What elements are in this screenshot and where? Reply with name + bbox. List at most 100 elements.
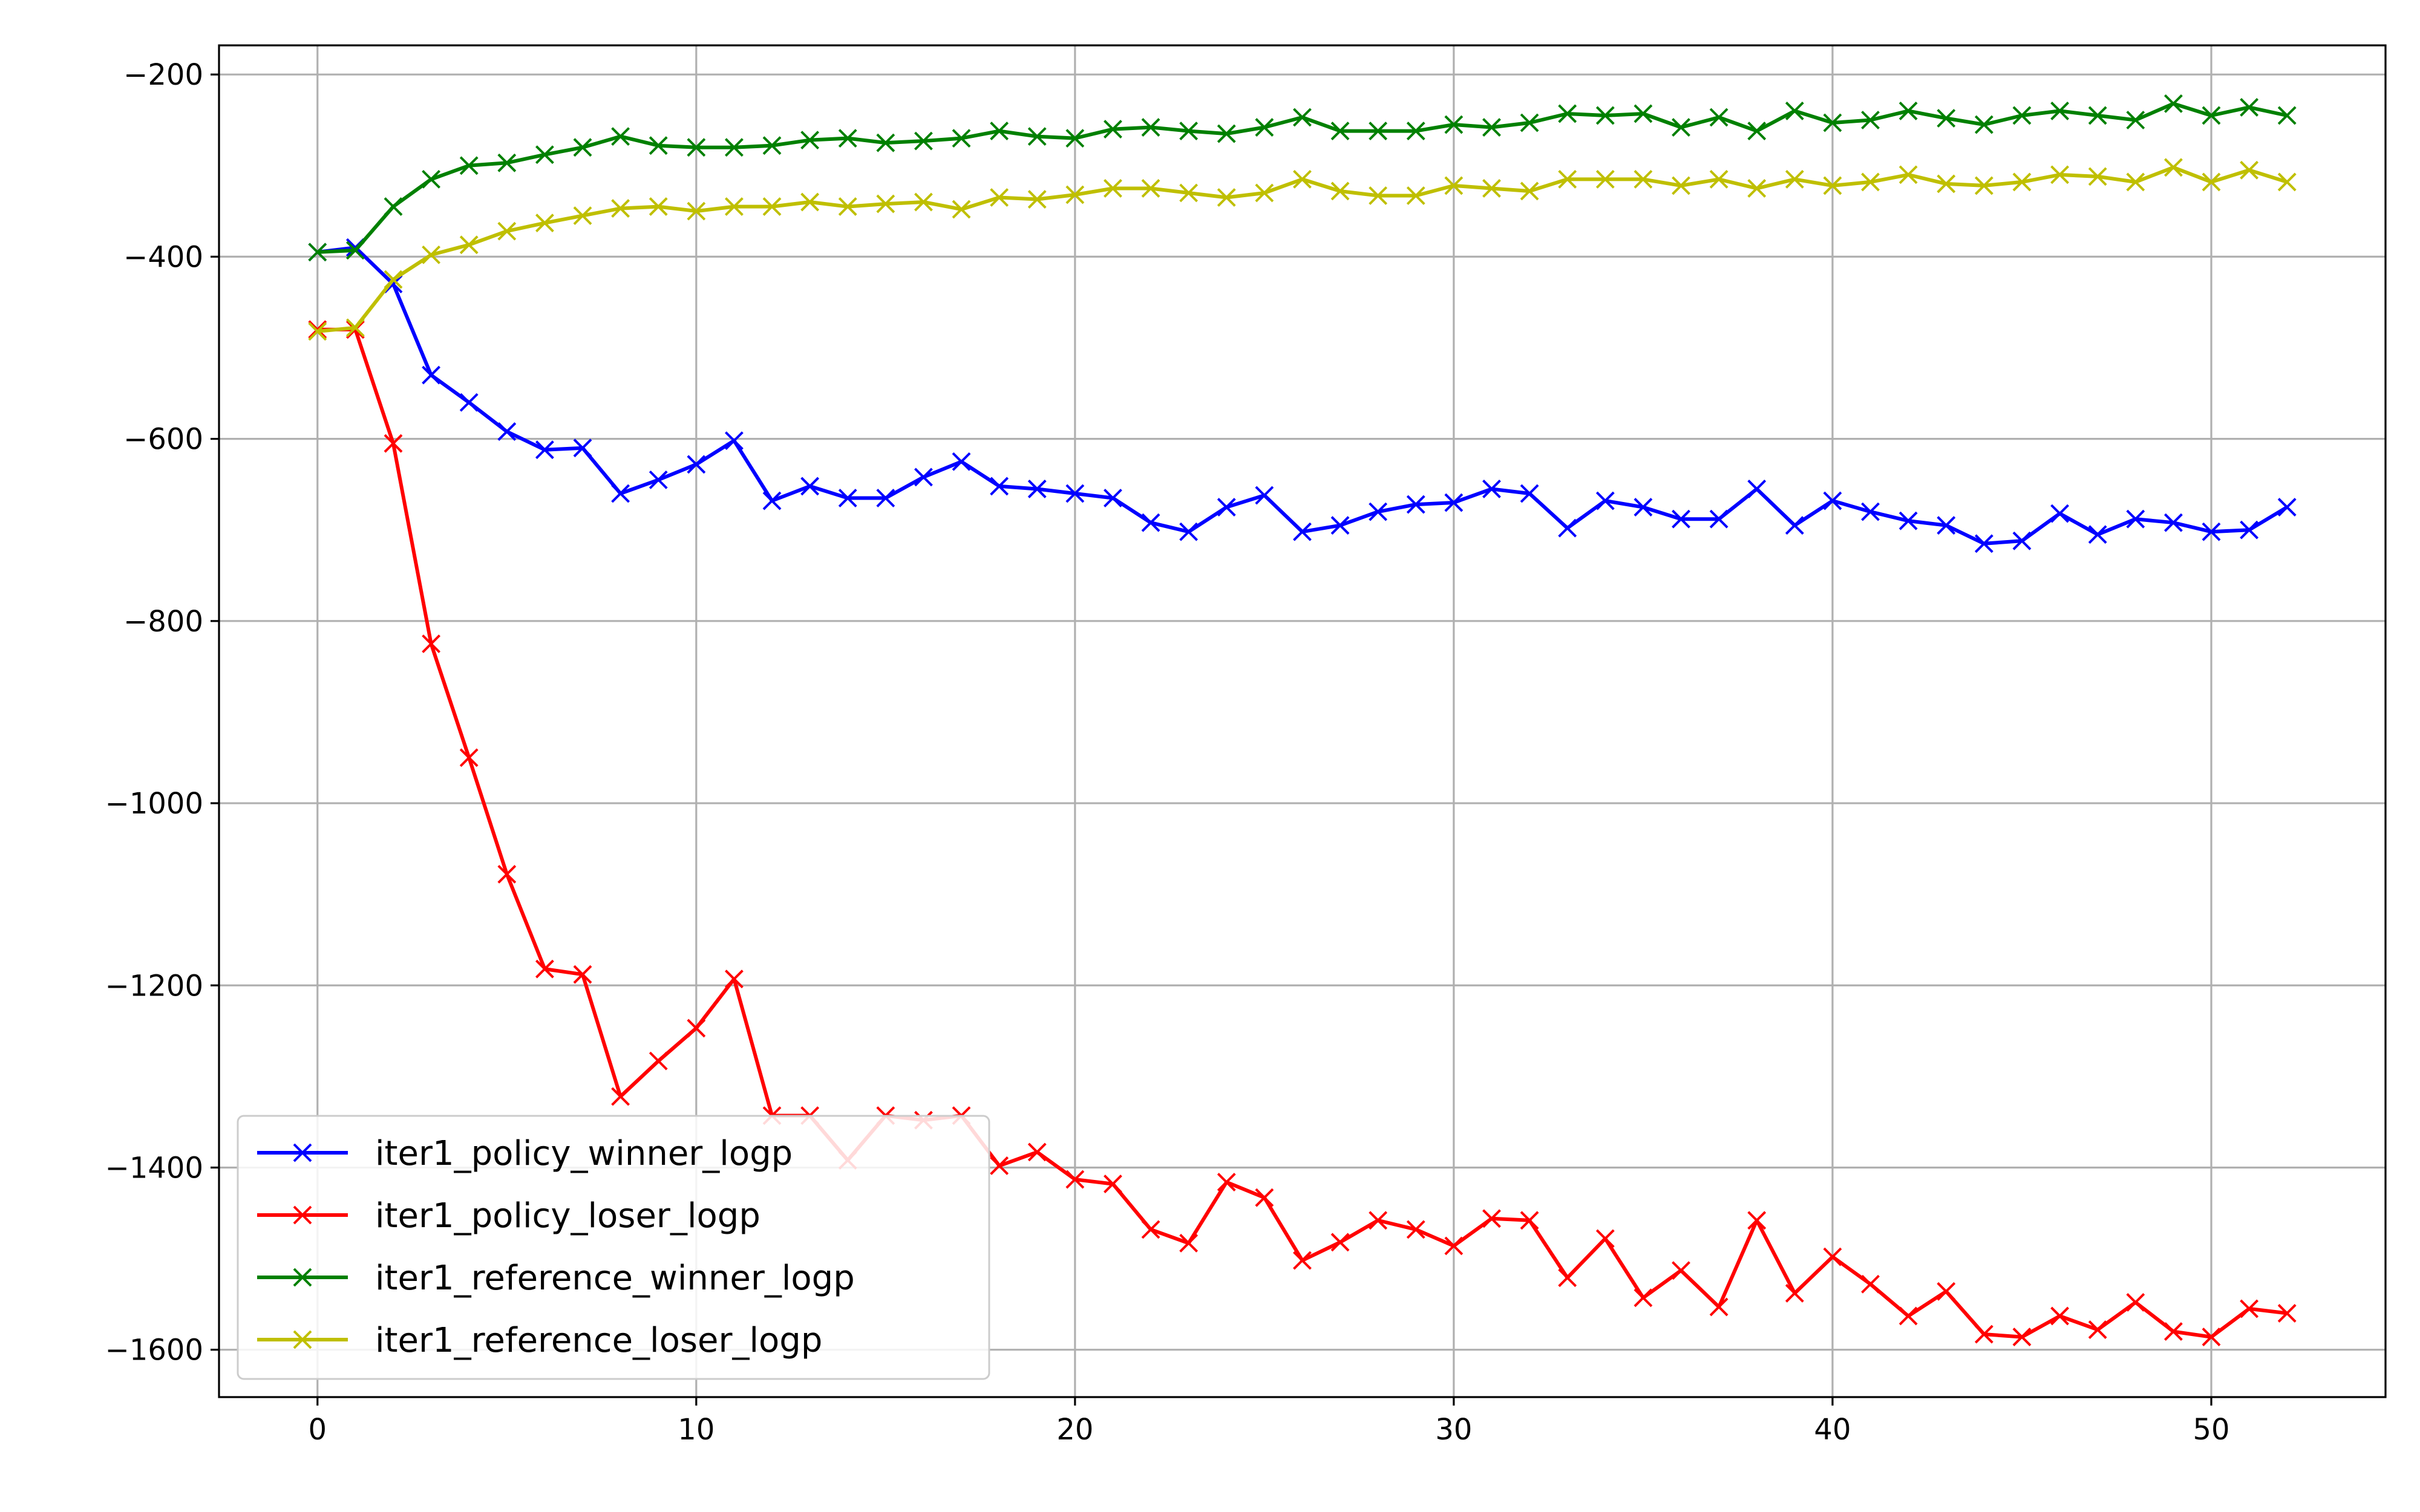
data-point-marker (1785, 169, 1804, 189)
data-point-marker (687, 455, 706, 474)
data-point-marker (649, 470, 668, 489)
data-point-marker (1444, 115, 1463, 134)
data-point-marker (1974, 534, 1993, 553)
data-point-marker (1179, 1234, 1199, 1253)
data-point-marker (2277, 172, 2297, 192)
data-point-marker (611, 1087, 630, 1106)
data-point-marker (762, 136, 782, 155)
data-point-marker (1785, 516, 1804, 535)
data-point-marker (2202, 1328, 2221, 1347)
data-point-marker (422, 365, 441, 385)
data-point-marker (725, 197, 744, 216)
x-tick-label: 0 (308, 1413, 327, 1447)
series-lines (308, 94, 2297, 1347)
data-point-marker (1709, 108, 1728, 127)
data-point-marker (1937, 109, 1956, 128)
data-point-marker (1141, 513, 1160, 532)
legend-marker-swatch (293, 1205, 312, 1225)
data-point-marker (1444, 176, 1463, 195)
axis-ticks: 0 10 20 30 40 50 −200 −400 −600 −800 −1000 −1200 −14… (105, 58, 2230, 1447)
data-point-marker (1482, 1209, 1501, 1228)
legend-marker-swatch (293, 1143, 312, 1162)
legend-marker-swatch (293, 1268, 312, 1287)
data-point-marker (1861, 111, 1880, 129)
y-tick-label: −1200 (105, 969, 203, 1003)
data-point-marker (422, 245, 441, 264)
data-point-marker (762, 491, 782, 510)
data-point-marker (687, 138, 706, 157)
data-point-marker (2163, 94, 2183, 113)
data-point-marker (2202, 172, 2221, 192)
data-point-marker (1898, 102, 1918, 120)
legend-box (237, 1115, 990, 1380)
data-point-marker (1179, 122, 1199, 140)
data-point-marker (2202, 522, 2221, 541)
data-point-marker (2240, 97, 2259, 117)
data-point-marker (1558, 169, 1577, 189)
data-point-marker (876, 194, 895, 213)
data-point-marker (2088, 1320, 2107, 1339)
data-point-marker (384, 197, 403, 216)
data-point-marker (1141, 1220, 1160, 1239)
data-point-marker (649, 136, 668, 155)
data-point-marker (1861, 172, 1880, 192)
data-point-marker (459, 235, 479, 255)
data-point-marker (800, 131, 820, 150)
legend-label: iter1_policy_loser_logp (375, 1196, 760, 1236)
data-point-marker (1065, 484, 1085, 503)
legend-entry: iter1_policy_loser_logp (257, 1196, 760, 1236)
data-point-marker (2012, 172, 2032, 192)
data-point-marker (345, 318, 365, 337)
data-point-marker (725, 969, 744, 989)
data-point-marker (1104, 120, 1122, 138)
data-point-marker (1141, 118, 1160, 137)
data-point-marker (914, 131, 933, 151)
data-point-marker (1672, 1261, 1690, 1280)
data-point-marker (1217, 1173, 1236, 1191)
data-point-marker (2012, 1328, 2032, 1347)
legend-marker-swatch (293, 1330, 312, 1349)
data-point-marker (1595, 1229, 1615, 1248)
y-tick-label: −800 (123, 605, 203, 639)
data-point-marker (2088, 106, 2107, 125)
data-point-marker (1255, 486, 1274, 505)
data-point-marker (1520, 484, 1539, 503)
x-tick-label: 20 (1056, 1413, 1093, 1447)
data-point-marker (1065, 185, 1085, 204)
series-iter1_policy_winner_logp (308, 238, 2297, 553)
data-point-marker (1330, 181, 1350, 201)
data-point-marker (573, 965, 592, 984)
data-point-marker (1293, 1251, 1312, 1270)
data-point-marker (914, 192, 933, 212)
data-point-marker (1747, 122, 1767, 140)
data-point-marker (1558, 104, 1577, 123)
data-point-marker (611, 484, 630, 503)
data-point-marker (2012, 531, 2032, 550)
data-point-marker (611, 127, 630, 146)
x-tick-label: 30 (1435, 1413, 1472, 1447)
data-point-marker (2277, 498, 2297, 516)
data-point-marker (1406, 186, 1425, 205)
data-point-marker (1406, 495, 1425, 514)
data-point-marker (1974, 115, 1993, 134)
data-point-marker (1255, 1188, 1274, 1207)
data-point-marker (384, 275, 403, 294)
data-point-marker (838, 197, 857, 216)
data-point-marker (2126, 509, 2145, 529)
data-point-marker (687, 201, 706, 221)
x-tick-label: 40 (1814, 1413, 1851, 1447)
data-point-marker (1104, 179, 1122, 198)
data-point-marker (1595, 106, 1615, 125)
data-point-marker (1709, 509, 1728, 529)
data-point-marker (838, 129, 857, 148)
data-point-marker (1974, 1325, 1993, 1344)
data-point-marker (1672, 176, 1690, 195)
data-point-marker (1974, 176, 1993, 195)
data-point-marker (952, 200, 971, 219)
data-point-marker (384, 434, 403, 453)
data-point-marker (1747, 179, 1767, 198)
data-point-marker (1027, 480, 1047, 498)
data-point-marker (1672, 118, 1690, 137)
data-point-marker (459, 748, 479, 767)
